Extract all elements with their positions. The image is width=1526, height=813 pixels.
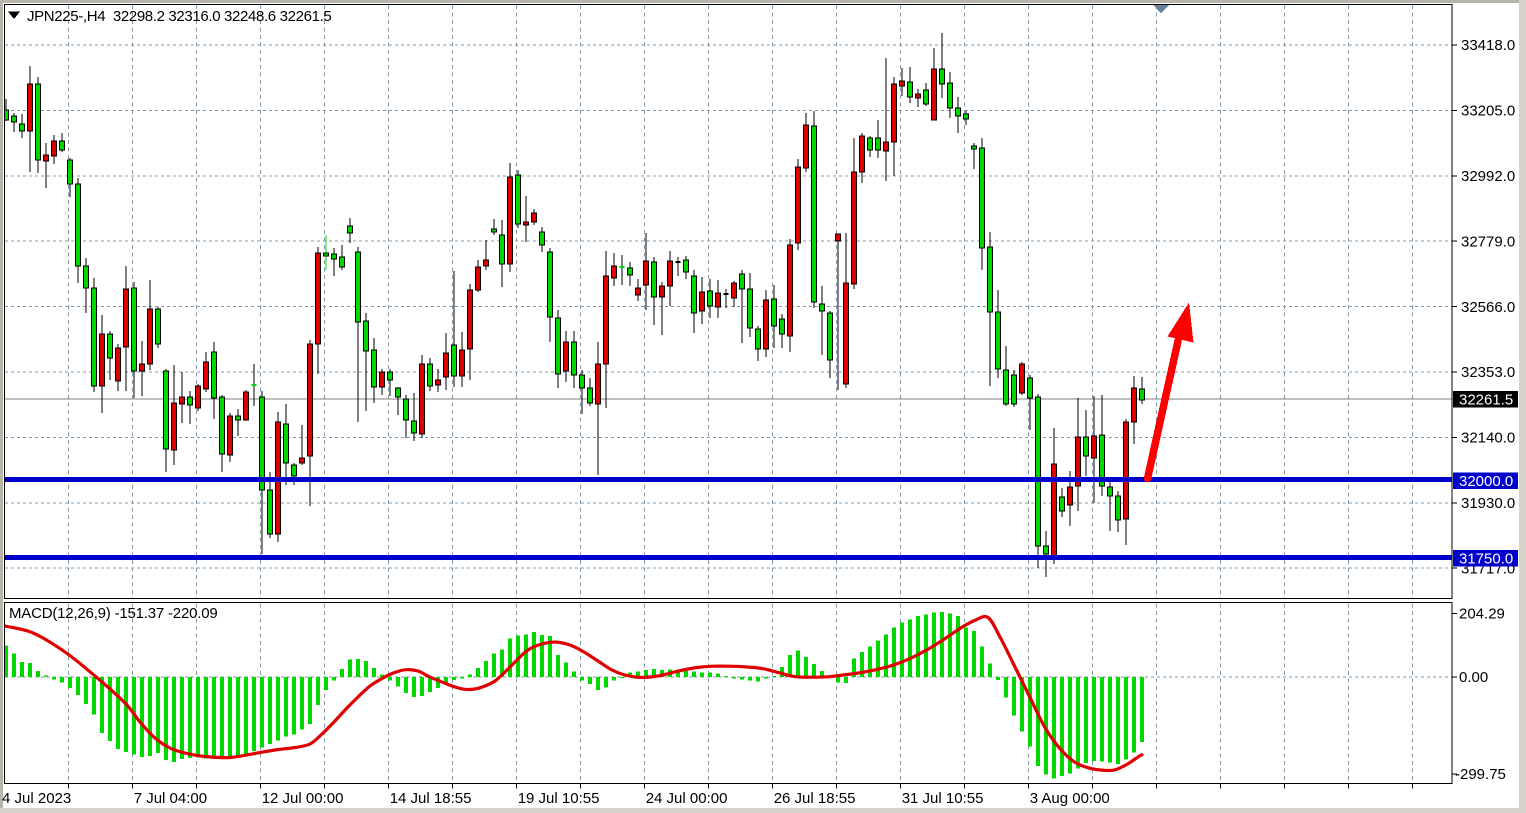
svg-text:4 Jul 2023: 4 Jul 2023	[2, 790, 71, 807]
svg-text:3 Aug 00:00: 3 Aug 00:00	[1030, 790, 1110, 807]
svg-text:7 Jul 04:00: 7 Jul 04:00	[134, 790, 207, 807]
svg-text:31750.0: 31750.0	[1459, 551, 1513, 568]
svg-text:32140.0: 32140.0	[1461, 430, 1515, 447]
svg-text:31 Jul 10:55: 31 Jul 10:55	[902, 790, 984, 807]
svg-text:0.00: 0.00	[1459, 669, 1488, 686]
svg-text:32779.0: 32779.0	[1461, 233, 1515, 250]
svg-text:32000.0: 32000.0	[1459, 473, 1513, 490]
svg-text:24 Jul 00:00: 24 Jul 00:00	[646, 790, 728, 807]
svg-text:MACD(12,26,9) -151.37 -220.09: MACD(12,26,9) -151.37 -220.09	[9, 605, 218, 622]
svg-text:31930.0: 31930.0	[1461, 495, 1515, 512]
svg-text:32566.0: 32566.0	[1461, 299, 1515, 316]
svg-text:14 Jul 18:55: 14 Jul 18:55	[390, 790, 472, 807]
svg-text:19 Jul 10:55: 19 Jul 10:55	[518, 790, 600, 807]
svg-text:26 Jul 18:55: 26 Jul 18:55	[774, 790, 856, 807]
svg-text:33205.0: 33205.0	[1461, 103, 1515, 120]
svg-text:32261.5: 32261.5	[1459, 392, 1513, 409]
svg-text:32992.0: 32992.0	[1461, 168, 1515, 185]
svg-text:12 Jul 00:00: 12 Jul 00:00	[262, 790, 344, 807]
svg-text:-299.75: -299.75	[1455, 766, 1506, 783]
svg-text:JPN225-,H4 32298.2 32316.0 32: JPN225-,H4 32298.2 32316.0 32248.6 32261…	[27, 8, 331, 25]
svg-text:204.29: 204.29	[1459, 606, 1505, 623]
svg-text:32353.0: 32353.0	[1461, 364, 1515, 381]
svg-text:33418.0: 33418.0	[1461, 37, 1515, 54]
